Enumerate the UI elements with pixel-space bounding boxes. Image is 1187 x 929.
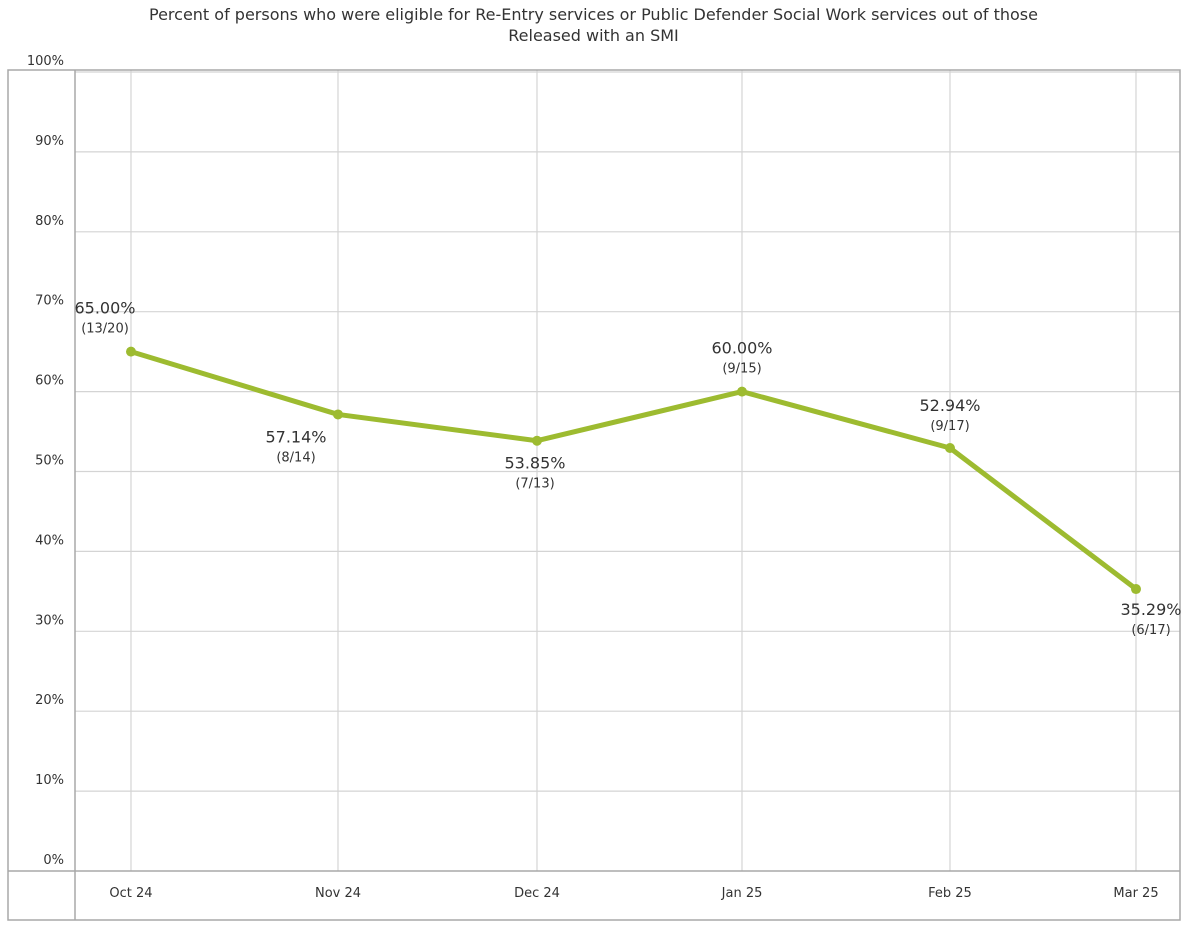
data-point [333,409,343,420]
y-tick-label: 70% [35,294,64,309]
data-label-value: 53.85% [504,454,565,473]
x-tick-label: Oct 24 [109,886,152,901]
data-label-value: 65.00% [74,299,135,318]
data-label-value: 52.94% [919,396,980,415]
data-label-value: 57.14% [265,427,326,446]
x-tick-label: Jan 25 [721,886,763,901]
x-tick-label: Nov 24 [315,886,361,901]
series-layer [126,346,1141,595]
data-label-count: (9/17) [930,419,969,434]
chart-title: Percent of persons who were eligible for… [0,4,1187,46]
data-label-count: (7/13) [515,477,554,492]
chart-title-line-2: Released with an SMI [508,26,679,45]
y-tick-label: 50% [35,454,64,469]
data-point [532,435,542,446]
axis-ticks: 0% 10% 20% 30% 40% 50% 60% 70% 80% 90% 100% Oct 24 N… [27,54,1159,901]
y-tick-label: 90% [35,134,64,149]
data-label-value: 35.29% [1120,600,1181,619]
chart-border [7,69,1181,921]
series-line [128,349,1139,592]
y-tick-label: 60% [35,374,64,389]
data-label-count: (13/20) [81,322,129,337]
x-tick-label: Dec 24 [514,886,560,901]
data-label-count: (9/15) [722,362,761,377]
x-tick-label: Feb 25 [928,886,972,901]
y-tick-label: 20% [35,693,64,708]
data-point [945,443,955,454]
y-tick-label: 40% [35,533,64,548]
data-point [126,346,136,357]
y-tick-label: 80% [35,214,64,229]
data-point [1131,584,1141,595]
x-tick-label: Mar 25 [1113,886,1158,901]
data-point [737,386,747,397]
data-labels: 65.00% (13/20) 57.14% (8/14) 53.85% (7/13) 60.… [74,299,1181,638]
y-tick-label: 30% [35,613,64,628]
data-label-count: (6/17) [1131,623,1170,638]
plot-frame [7,69,1181,921]
data-label-value: 60.00% [711,339,772,358]
y-tick-label: 0% [43,853,64,868]
y-tick-label: 10% [35,773,64,788]
y-tick-label: 100% [27,54,64,69]
grid-layer [75,70,1180,871]
data-label-count: (8/14) [276,450,315,465]
chart-title-line-1: Percent of persons who were eligible for… [149,5,1038,24]
